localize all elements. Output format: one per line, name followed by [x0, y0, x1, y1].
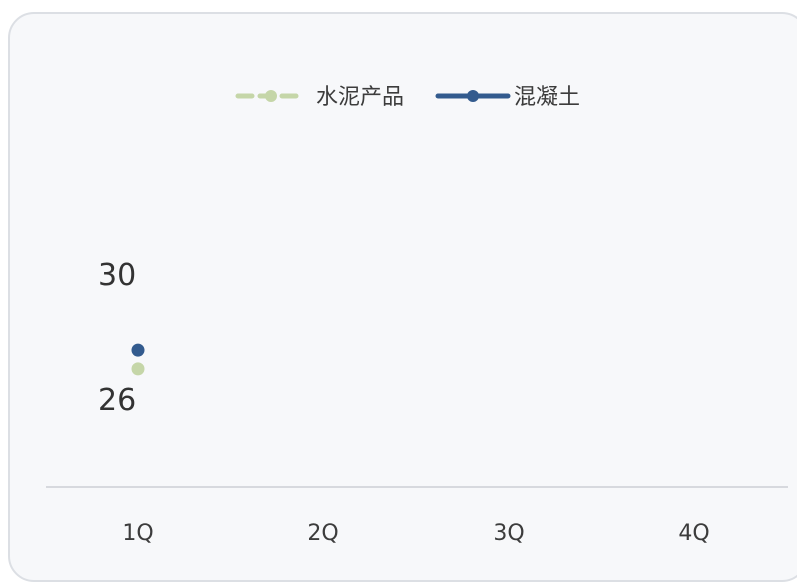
legend: 水泥产品 混凝土: [235, 85, 580, 110]
data-points: [131, 343, 145, 376]
x-tick-label: 3Q: [493, 521, 524, 546]
legend-label-concrete: 混凝土: [514, 85, 580, 110]
axis-value-label: 26: [98, 383, 136, 418]
chart-svg: 水泥产品 混凝土 30 26 1Q 2Q 3Q 4Q: [46, 85, 788, 546]
axis-value-label: 30: [98, 258, 136, 293]
data-point-series-0[interactable]: [131, 362, 145, 376]
legend-item-cement[interactable]: 水泥产品: [235, 85, 404, 110]
x-axis-ticks: 1Q 2Q 3Q 4Q: [122, 521, 709, 546]
x-tick-label: 2Q: [307, 521, 338, 546]
x-tick-label: 4Q: [678, 521, 709, 546]
legend-swatch-marker: [467, 90, 479, 102]
data-point-series-1[interactable]: [131, 343, 145, 357]
legend-item-concrete[interactable]: 混凝土: [435, 85, 580, 110]
x-tick-label: 1Q: [122, 521, 153, 546]
legend-swatch-marker: [265, 90, 277, 102]
legend-label-cement: 水泥产品: [316, 85, 404, 110]
